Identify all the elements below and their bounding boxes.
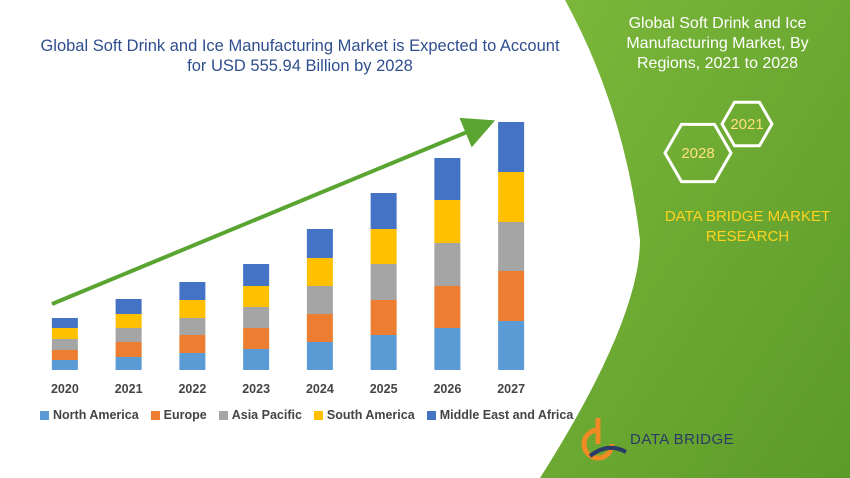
- legend-swatch: [313, 410, 323, 420]
- bar-segment: [434, 286, 461, 328]
- bar-segment: [370, 193, 397, 229]
- x-tick-label: 2024: [306, 382, 334, 396]
- legend-item: South America: [313, 408, 415, 422]
- chart-title: Global Soft Drink and Ice Manufacturing …: [40, 37, 560, 75]
- legend-label: Asia Pacific: [231, 408, 302, 422]
- legend-swatch: [218, 410, 228, 420]
- green-panel: [540, 0, 850, 478]
- hexagon: [663, 122, 733, 184]
- legend-label: South America: [326, 408, 415, 422]
- logo-text: DATA BRIDGE: [630, 431, 735, 448]
- bar-segment: [115, 357, 142, 370]
- legend-item: Asia Pacific: [218, 408, 302, 422]
- bar-segment: [370, 229, 397, 264]
- legend: North America Europe Asia Pacific South Ame…: [40, 408, 573, 422]
- brand: DATA BRIDGE MARKET RESEARCH: [664, 208, 831, 245]
- bar-segment: [51, 350, 78, 360]
- bar-segment: [498, 321, 525, 370]
- bar-segment: [434, 200, 461, 243]
- bar-segment: [115, 328, 142, 342]
- panel-title: Global Soft Drink and Ice Manufacturing …: [626, 15, 809, 72]
- bar-segment: [306, 286, 333, 314]
- bar-segment: [306, 229, 333, 258]
- legend-item: Middle East and Africa: [426, 408, 574, 422]
- x-tick-label: 2025: [370, 382, 398, 396]
- bar-segment: [243, 328, 270, 349]
- bar-segment: [306, 314, 333, 342]
- hexagon-label: 2021: [730, 116, 763, 133]
- bar-segment: [51, 360, 78, 370]
- bar-segment: [434, 328, 461, 370]
- hexagon: [720, 100, 774, 148]
- bar-segment: [179, 318, 206, 335]
- bar-segment: [434, 243, 461, 286]
- x-tick-label: 2020: [51, 382, 79, 396]
- bar-segment: [243, 307, 270, 328]
- legend-label: Middle East and Africa: [439, 408, 574, 422]
- x-tick-label: 2027: [497, 382, 525, 396]
- bar-segment: [115, 299, 142, 314]
- bar-segment: [179, 353, 206, 370]
- bar-segment: [498, 271, 525, 321]
- bar-segment: [179, 282, 206, 300]
- logo-icon: [581, 418, 615, 461]
- hexagon-label: 2028: [681, 145, 714, 162]
- legend-item: North America: [40, 408, 139, 422]
- bar-segment: [243, 264, 270, 286]
- x-tick-label: 2026: [433, 382, 461, 396]
- bar-segment: [306, 258, 333, 286]
- bar-segment: [51, 339, 78, 350]
- bar-segment: [498, 172, 525, 222]
- plot: 2020 2021 2022 2023 2024 2025 2026 2027: [51, 122, 525, 396]
- x-tick-label: 2022: [178, 382, 206, 396]
- bar-segment: [115, 314, 142, 328]
- bar-segment: [306, 342, 333, 370]
- bar-segment: [370, 300, 397, 335]
- bar-segment: [115, 342, 142, 357]
- bar-segment: [51, 318, 78, 328]
- legend-swatch: [426, 410, 436, 420]
- bar-segment: [498, 122, 525, 172]
- bar-segment: [370, 264, 397, 300]
- bar-segment: [243, 349, 270, 370]
- bar-segment: [434, 158, 461, 200]
- bar-segment: [243, 286, 270, 307]
- trend-arrow: [51, 117, 496, 306]
- legend-swatch: [150, 410, 160, 420]
- bar-segment: [370, 335, 397, 370]
- bar-segment: [179, 300, 206, 318]
- logo-icon: [588, 445, 627, 458]
- bar-segment: [498, 222, 525, 271]
- bar-segment: [179, 335, 206, 353]
- legend-label: Europe: [163, 408, 207, 422]
- bar-segment: [51, 328, 78, 339]
- legend-item: Europe: [150, 408, 207, 422]
- legend-swatch: [40, 410, 49, 420]
- legend-label: North America: [53, 408, 139, 422]
- x-tick-label: 2023: [242, 382, 270, 396]
- x-tick-label: 2021: [115, 382, 143, 396]
